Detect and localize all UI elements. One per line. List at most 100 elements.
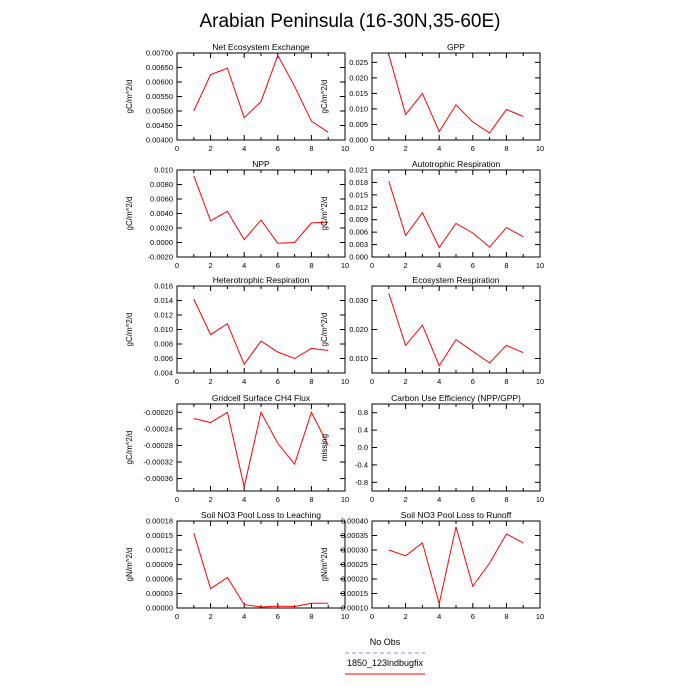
panel-1-ytick-label: 0.00500 — [146, 107, 173, 116]
panel-6: Ecosystem Respiration 0 2 4 6 8 10 0.010 0.020 0.… — [320, 275, 544, 386]
panel-6-ytick-label: 0.030 — [349, 296, 368, 305]
panel-3-ytick-label: -0.0020 — [148, 253, 173, 262]
panel-3: NPP 0 2 4 6 8 10 -0.0020 0.0000 0.0020 0.0040 0.006… — [125, 159, 349, 270]
panel-8-ytick-label: -0.4 — [355, 460, 368, 469]
panel-6-frame — [371, 285, 541, 374]
panel-4-xtick-label: 2 — [404, 261, 408, 270]
panel-10-xtick-label: 4 — [437, 612, 441, 621]
panel-4-ylabel: gC/m^2/d — [320, 197, 329, 231]
panel-8: Carbon Use Efficiency (NPP/GPP) 0 2 4 6 8 10 -0… — [320, 393, 544, 504]
panel-10-ytick-label: 0.00010 — [341, 604, 368, 613]
panel-1-ylabel: gC/m^2/d — [125, 80, 134, 114]
panel-6-title: Ecosystem Respiration — [413, 275, 500, 285]
panel-10-xtick-label: 2 — [404, 612, 408, 621]
panel-1-xtick-label: 2 — [209, 144, 213, 153]
panel-1-xtick-label: 0 — [175, 144, 179, 153]
panel-5-ytick-label: 0.016 — [154, 282, 173, 291]
panel-4-ytick-label: 0.000 — [349, 253, 368, 262]
panel-2-title: GPP — [447, 42, 465, 52]
panel-9-xtick-label: 2 — [209, 612, 213, 621]
panel-3-ylabel: gC/m^2/d — [125, 197, 134, 231]
panel-4-xtick-label: 6 — [471, 261, 475, 270]
panel-9-ytick-label: 0.00006 — [146, 575, 173, 584]
panel-7-ytick-label: -0.00024 — [143, 424, 173, 433]
panel-1: Net Ecosystem Exchange 0 2 4 6 8 10 0.00400 0.00… — [125, 42, 349, 153]
panel-5-ytick-label: 0.004 — [154, 369, 173, 378]
panel-1-ytick-label: 0.00700 — [146, 49, 173, 58]
panel-6-ytick-label: 0.010 — [349, 354, 368, 363]
panel-3-series-line — [193, 175, 329, 244]
panel-7-xtick-label: 2 — [209, 495, 213, 504]
panel-7-xtick-label: 8 — [309, 495, 313, 504]
legend: No Obs 1850_123lndbugfix — [345, 637, 425, 675]
panel-7-ytick-label: -0.00020 — [143, 408, 173, 417]
panel-9-ytick-label: 0.00000 — [146, 604, 173, 613]
panel-5-xtick-label: 6 — [276, 377, 280, 386]
panel-1-ytick-label: 0.00450 — [146, 121, 173, 130]
panel-1-ytick-label: 0.00550 — [146, 92, 173, 101]
panel-9-ylabel: gN/m^2/d — [125, 548, 134, 582]
panel-4-series-line — [388, 181, 524, 249]
panel-4-ytick-label: 0.018 — [349, 178, 368, 187]
panel-10-xtick-label: 10 — [536, 612, 544, 621]
panel-3-ytick-label: 0.0020 — [150, 224, 173, 233]
panel-4-ytick-label: 0.006 — [349, 228, 368, 237]
panel-2-ytick-label: 0.015 — [349, 89, 368, 98]
panel-8-title: Carbon Use Efficiency (NPP/GPP) — [391, 393, 521, 403]
panel-9-xtick-label: 6 — [276, 612, 280, 621]
panel-8-ytick-label: 0.0 — [358, 443, 368, 452]
panel-1-xtick-label: 4 — [242, 144, 246, 153]
panel-2-xtick-label: 0 — [370, 144, 374, 153]
panel-5-ytick-label: 0.006 — [154, 354, 173, 363]
panel-2-frame — [371, 52, 541, 141]
panel-3-title: NPP — [252, 159, 270, 169]
legend-label-run: 1850_123lndbugfix — [347, 658, 424, 668]
panel-9-series-line — [193, 532, 329, 608]
panel-7-ytick-label: -0.00028 — [143, 441, 173, 450]
panel-8-xtick-label: 6 — [471, 495, 475, 504]
panel-5-series-line — [193, 298, 329, 366]
panel-1-xtick-label: 8 — [309, 144, 313, 153]
panel-2-xtick-label: 6 — [471, 144, 475, 153]
panel-3-xtick-label: 0 — [175, 261, 179, 270]
panel-7-xtick-label: 10 — [341, 495, 349, 504]
panel-7: Gridcell Surface CH4 Flux 0 2 4 6 8 10 -0.00036… — [125, 393, 349, 504]
panel-10-xtick-label: 6 — [471, 612, 475, 621]
panel-10-ytick-label: 0.00035 — [341, 531, 368, 540]
panel-3-xtick-label: 6 — [276, 261, 280, 270]
panel-5-ytick-label: 0.012 — [154, 311, 173, 320]
panel-6-ylabel: gC/m^2/d — [320, 313, 329, 347]
panel-6-series-line — [388, 293, 524, 367]
panel-8-xtick-label: 8 — [504, 495, 508, 504]
panel-4-ytick-label: 0.021 — [349, 166, 368, 175]
panel-8-xtick-label: 10 — [536, 495, 544, 504]
panel-9-xtick-label: 10 — [341, 612, 349, 621]
panel-7-ylabel: gC/m^2/d — [125, 431, 134, 465]
panel-5-xtick-label: 4 — [242, 377, 246, 386]
panel-2-ytick-label: 0.020 — [349, 73, 368, 82]
panel-7-ytick-label: -0.00032 — [143, 458, 173, 467]
panel-3-xtick-label: 4 — [242, 261, 246, 270]
panel-10-frame — [371, 520, 541, 609]
panel-5-ytick-label: 0.008 — [154, 340, 173, 349]
panel-1-xtick-label: 6 — [276, 144, 280, 153]
panel-9-ytick-label: 0.00012 — [146, 546, 173, 555]
panel-2-xtick-label: 10 — [536, 144, 544, 153]
panel-4-ytick-label: 0.003 — [349, 240, 368, 249]
panel-9-ytick-label: 0.00018 — [146, 517, 173, 526]
panel-8-xtick-label: 0 — [370, 495, 374, 504]
panel-4-xtick-label: 4 — [437, 261, 441, 270]
panel-4-ytick-label: 0.015 — [349, 190, 368, 199]
panel-5-xtick-label: 8 — [309, 377, 313, 386]
panel-7-xtick-label: 4 — [242, 495, 246, 504]
panel-3-ytick-label: 0.0080 — [150, 180, 173, 189]
panel-1-ytick-label: 0.00400 — [146, 136, 173, 145]
panel-1-xtick-label: 10 — [341, 144, 349, 153]
panel-9-ytick-label: 0.00009 — [146, 560, 173, 569]
panel-10-xtick-label: 8 — [504, 612, 508, 621]
figure-title: Arabian Peninsula (16-30N,35-60E) — [199, 11, 500, 32]
panel-2-ytick-label: 0.025 — [349, 58, 368, 67]
